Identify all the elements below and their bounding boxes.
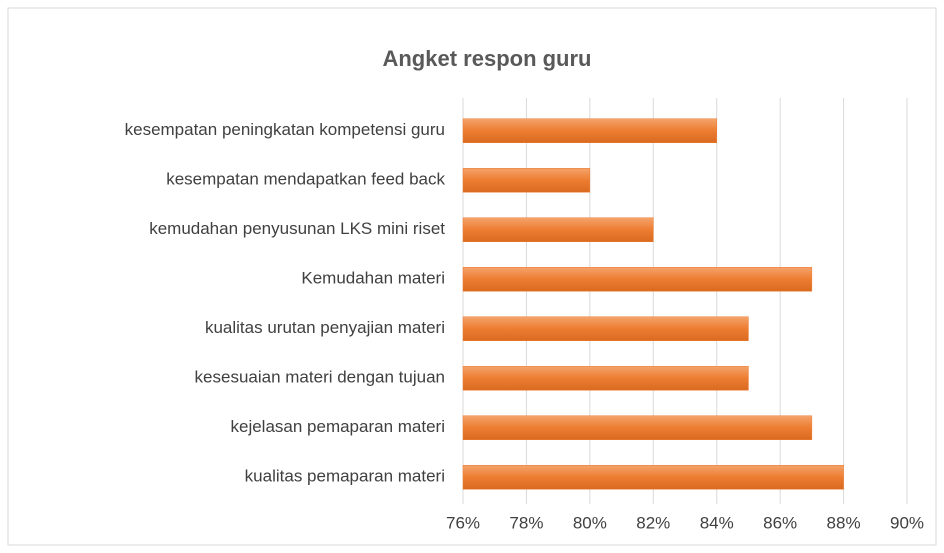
bar: [462, 217, 654, 242]
bar: [462, 118, 717, 143]
y-tick-label: kesempatan peningkatan kompetensi guru: [125, 120, 445, 139]
x-tick-label: 76%: [446, 513, 480, 532]
x-tick-label: 82%: [636, 513, 670, 532]
y-tick-label: Kemudahan materi: [301, 269, 445, 288]
x-tick-label: 84%: [700, 513, 734, 532]
bar: [462, 415, 813, 440]
x-tick-label: 86%: [763, 513, 797, 532]
x-tick-label: 90%: [890, 513, 924, 532]
bar: [462, 366, 749, 391]
y-tick-label: kemudahan penyusunan LKS mini riset: [149, 219, 445, 238]
y-tick-label: kualitas urutan penyajian materi: [205, 318, 445, 337]
y-tick-label: kesesuaian materi dengan tujuan: [195, 368, 445, 387]
chart-title: Angket respon guru: [382, 46, 591, 71]
bar: [462, 267, 813, 292]
bar: [462, 168, 591, 193]
bar: [462, 316, 749, 341]
x-tick-label: 88%: [827, 513, 861, 532]
x-tick-label: 78%: [509, 513, 543, 532]
y-tick-label: kesempatan mendapatkan feed back: [166, 170, 445, 189]
y-tick-label: kejelasan pemaparan materi: [230, 417, 445, 436]
y-tick-label: kualitas pemaparan materi: [245, 467, 445, 486]
x-tick-label: 80%: [573, 513, 607, 532]
bar: [462, 465, 844, 490]
